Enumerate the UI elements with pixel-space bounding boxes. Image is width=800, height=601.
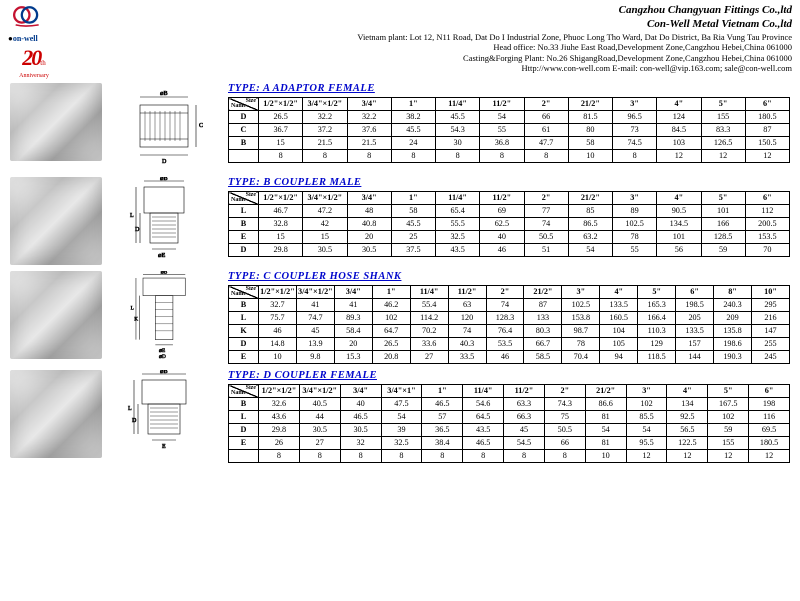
title-b: TYPE: B COUPLER MALE: [228, 177, 790, 188]
diagram-b: L D ⌀B ⌀E: [110, 177, 220, 265]
svg-text:D: D: [162, 159, 167, 165]
svg-text:D: D: [135, 227, 140, 233]
title-c: TYPE: C COUPLER HOSE SHANK: [228, 271, 790, 282]
svg-text:K: K: [134, 316, 138, 322]
diagram-a: ⌀B C D: [110, 83, 220, 171]
title-d: TYPE: D COUPLER FEMALE: [228, 370, 790, 381]
table-c: SizeName1/2"×1/2"3/4"×1/2"3/4"1"11/4"11/…: [228, 285, 790, 364]
svg-text:L: L: [131, 306, 134, 312]
company-header: Cangzhou Changyuan Fittings Co.,ltd Con-…: [108, 4, 792, 79]
title-a: TYPE: A ADAPTOR FEMALE: [228, 83, 790, 94]
svg-text:⌀E: ⌀E: [159, 348, 165, 354]
svg-text:⌀B: ⌀B: [161, 271, 168, 276]
svg-text:E: E: [162, 444, 166, 450]
diagram-d: L D ⌀B E: [110, 370, 220, 458]
table-b: SizeName1/2"×1/2"3/4"×1/2"3/4"1"11/4"11/…: [228, 191, 790, 257]
diagram-c: L K ⌀B ⌀E ⌀D: [110, 271, 220, 359]
product-photo-b: [10, 177, 102, 265]
table-d: SizeName1/2"×1/2"3/4"×1/2"3/4"3/4"×1"1"1…: [228, 384, 790, 463]
anniv-num: 20: [22, 45, 40, 70]
svg-text:D: D: [132, 418, 137, 424]
svg-text:L: L: [130, 213, 134, 219]
svg-text:⌀B: ⌀B: [160, 91, 168, 97]
svg-text:⌀B: ⌀B: [160, 177, 168, 182]
svg-text:C: C: [199, 123, 203, 129]
product-photo-c: [10, 271, 102, 359]
svg-text:L: L: [128, 406, 132, 412]
product-photo-d: [10, 370, 102, 458]
svg-text:⌀D: ⌀D: [159, 354, 166, 359]
svg-text:⌀E: ⌀E: [158, 253, 166, 259]
table-a: SizeName1/2"×1/2"3/4"×1/2"3/4"1"11/4"11/…: [228, 97, 790, 163]
product-photo-a: [10, 83, 102, 161]
svg-text:⌀B: ⌀B: [160, 370, 168, 375]
